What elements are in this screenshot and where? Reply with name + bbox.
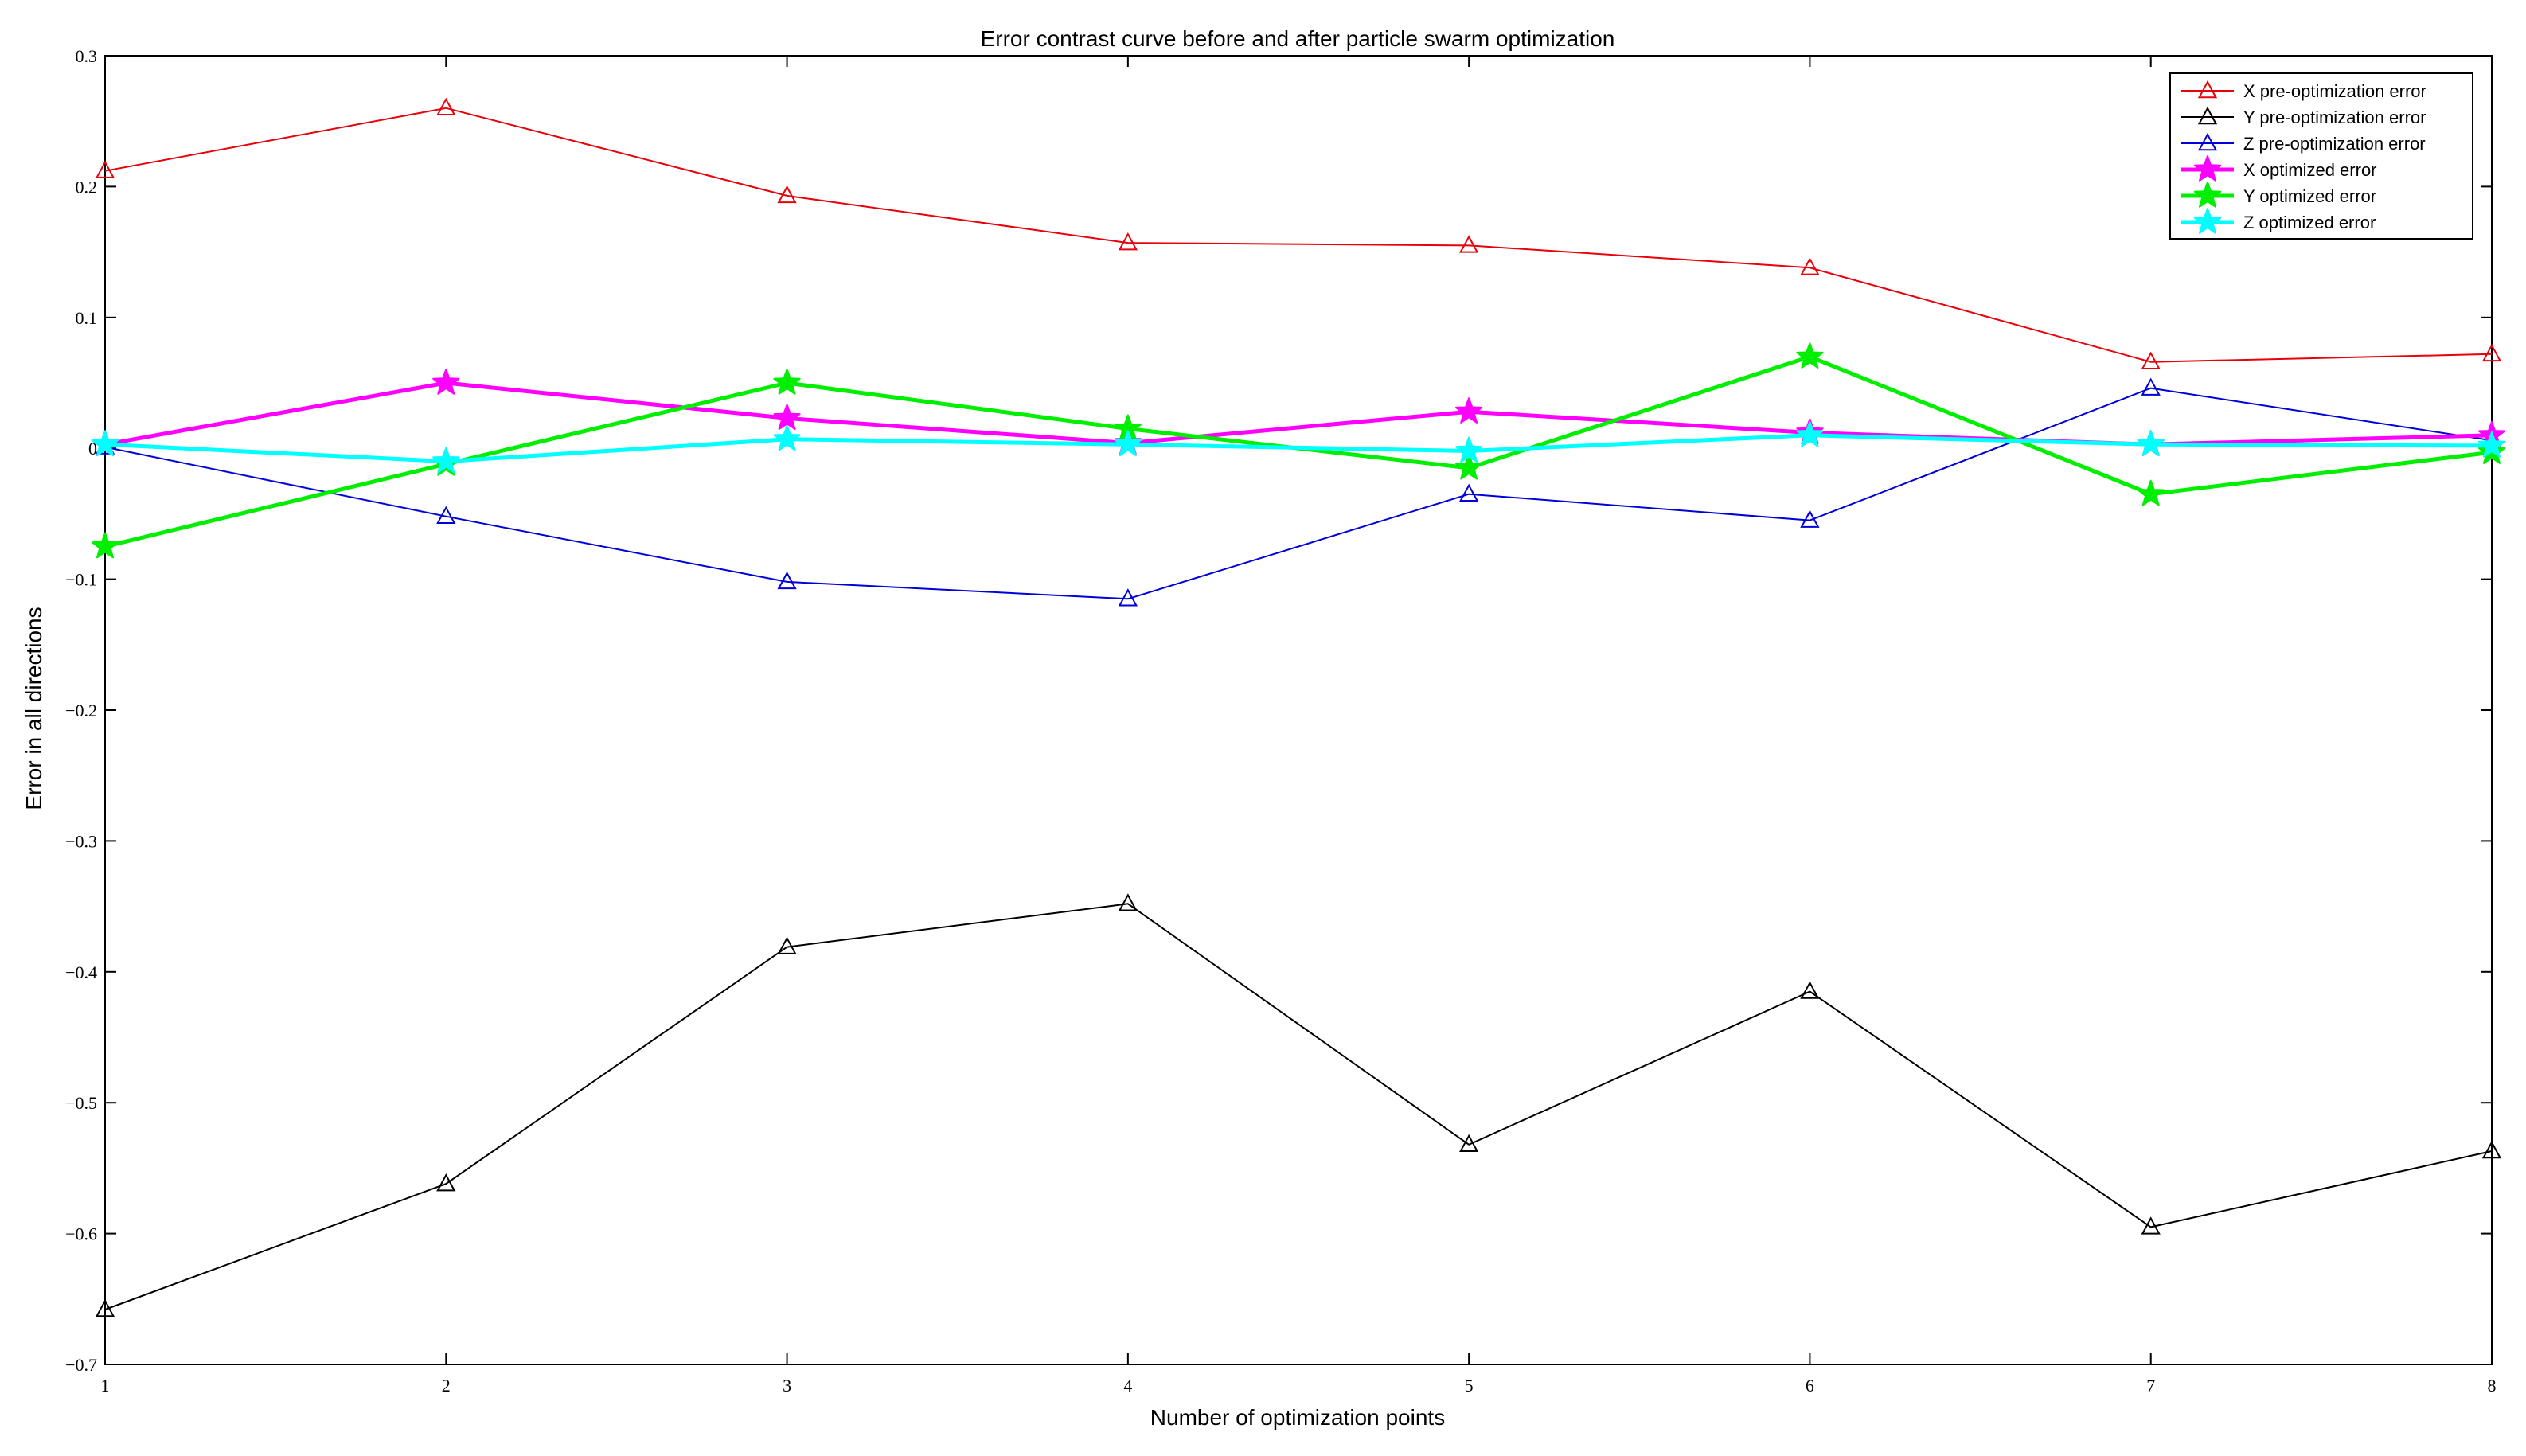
- legend-label: Z optimized error: [2243, 213, 2376, 232]
- triangle-data-point: [1800, 981, 1820, 999]
- y-tick-label: 0.1: [76, 308, 98, 328]
- triangle-data-point: [436, 97, 456, 116]
- y-tick-label: −0.1: [65, 570, 97, 590]
- legend-entry: Z pre-optimization error: [2181, 132, 2426, 154]
- legend-marker: [2193, 208, 2222, 234]
- series-6: [91, 420, 2506, 474]
- triangle-data-point: [95, 1298, 115, 1317]
- series-3: [95, 377, 2502, 607]
- star-data-point: [2137, 430, 2165, 456]
- triangle-data-point: [1459, 235, 1479, 253]
- legend-label: X optimized error: [2243, 160, 2377, 180]
- star-data-point: [773, 424, 801, 451]
- triangle-data-point: [1118, 588, 1138, 607]
- star-data-point: [1455, 397, 1483, 424]
- triangle-data-point: [2481, 343, 2502, 362]
- triangle-data-point: [436, 506, 456, 524]
- triangle-data-point: [777, 936, 797, 954]
- plot-frame: [104, 55, 2493, 1365]
- legend: X pre-optimization error Y pre-optimizati…: [2169, 72, 2473, 240]
- plot-area: 0.3 0.2 0.1 0 −0.1 −0.2 −0.3 −0.4 −0.5 −0.6 −0.71 2…: [65, 46, 2506, 1395]
- legend-label: Y optimized error: [2243, 186, 2376, 206]
- y-tick-label: −0.3: [65, 831, 97, 851]
- y-tick-label: −0.7: [65, 1355, 97, 1375]
- legend-label: Y pre-optimization error: [2243, 107, 2426, 127]
- x-tick-label: 8: [2488, 1376, 2497, 1395]
- legend-box: [2169, 72, 2473, 240]
- triangle-data-point: [1800, 509, 1820, 528]
- legend-entry: Y optimized error: [2181, 182, 2376, 208]
- triangle-data-point: [95, 160, 115, 178]
- star-data-point: [1796, 420, 1824, 447]
- triangle-data-point: [2141, 377, 2161, 396]
- y-tick-label: −0.5: [65, 1093, 97, 1113]
- x-axis-title: Number of optimization points: [1150, 1405, 1445, 1430]
- star-data-point: [1796, 342, 1824, 369]
- legend-marker: [2193, 155, 2222, 182]
- star-data-point: [91, 532, 119, 559]
- legend-entry: Y pre-optimization error: [2181, 106, 2426, 127]
- triangle-data-point: [1118, 893, 1138, 911]
- x-tick-label: 6: [1806, 1376, 1814, 1395]
- x-tick-label: 7: [2146, 1376, 2155, 1395]
- series-line: [104, 433, 2493, 464]
- star-data-point: [432, 447, 460, 474]
- chart-title: Error contrast curve before and after pa…: [981, 26, 1615, 51]
- y-tick-label: −0.2: [65, 701, 97, 720]
- legend-entry: X optimized error: [2181, 155, 2377, 182]
- series-5: [91, 342, 2506, 559]
- legend-marker: [2197, 106, 2218, 125]
- x-tick-label: 4: [1123, 1376, 1132, 1395]
- series-2: [95, 893, 2502, 1317]
- star-data-point: [91, 430, 119, 456]
- x-tick-label: 3: [783, 1376, 791, 1395]
- x-tick-label: 1: [101, 1376, 110, 1395]
- legend-entry: X pre-optimization error: [2181, 80, 2426, 101]
- legend-marker: [2197, 80, 2218, 99]
- legend-label: Z pre-optimization error: [2243, 134, 2426, 154]
- y-tick-label: 0: [88, 439, 97, 459]
- triangle-data-point: [1459, 483, 1479, 502]
- triangle-data-point: [2141, 351, 2161, 369]
- triangle-data-point: [1459, 1134, 1479, 1153]
- series-line: [104, 903, 2493, 1310]
- triangle-data-point: [2141, 1216, 2161, 1235]
- y-tick-label: 0.3: [76, 46, 98, 66]
- star-data-point: [773, 404, 801, 431]
- legend-entry: Z optimized error: [2181, 208, 2376, 234]
- series-line: [104, 387, 2493, 600]
- triangle-data-point: [1800, 257, 1820, 275]
- star-data-point: [2477, 431, 2506, 458]
- triangle-data-point: [2481, 1140, 2502, 1159]
- star-data-point: [1455, 436, 1483, 463]
- star-data-point: [1455, 453, 1483, 480]
- y-axis-title: Error in all directions: [21, 607, 46, 810]
- y-tick-label: −0.4: [65, 962, 97, 982]
- x-tick-label: 5: [1465, 1376, 1474, 1395]
- triangle-data-point: [1118, 232, 1138, 251]
- star-data-point: [1114, 430, 1142, 456]
- series-line: [104, 381, 2493, 447]
- x-tick-label: 2: [442, 1376, 451, 1395]
- y-tick-label: 0.2: [76, 177, 98, 197]
- series-line: [104, 107, 2493, 363]
- star-data-point: [432, 369, 460, 395]
- star-data-point: [773, 369, 801, 395]
- y-tick-label: −0.6: [65, 1224, 97, 1244]
- legend-marker: [2193, 182, 2222, 208]
- triangle-data-point: [436, 1173, 456, 1192]
- series-1: [95, 97, 2502, 369]
- triangle-data-point: [777, 185, 797, 204]
- legend-label: X pre-optimization error: [2243, 81, 2426, 101]
- triangle-data-point: [777, 571, 797, 590]
- legend-marker: [2197, 132, 2218, 151]
- star-data-point: [2137, 479, 2165, 506]
